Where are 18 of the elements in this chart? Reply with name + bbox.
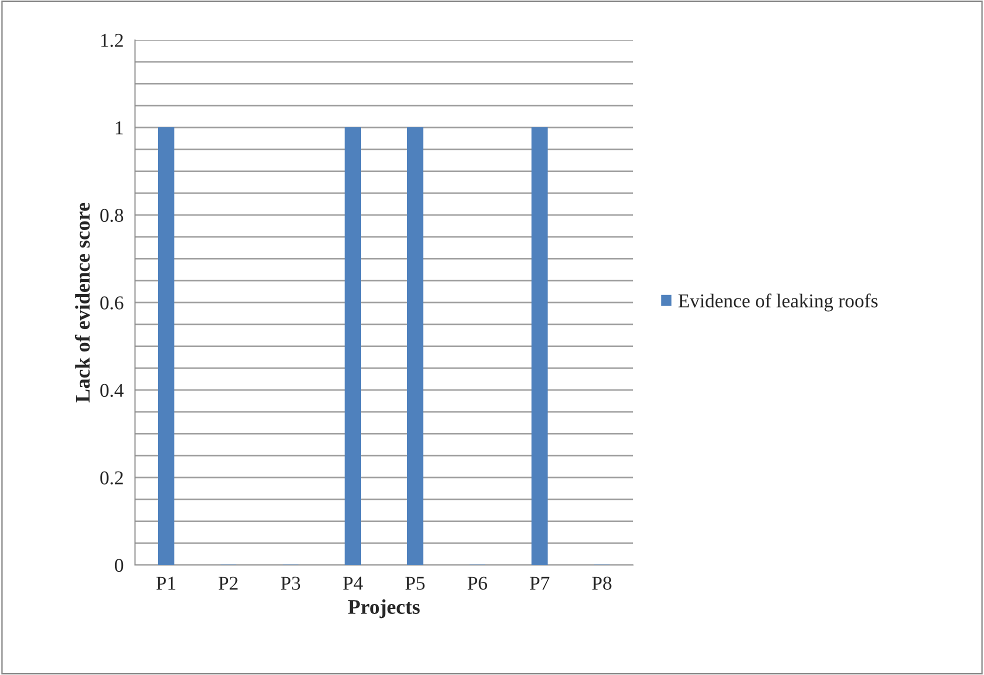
y-tick-label: 0 <box>114 558 124 572</box>
legend-label: Evidence of leaking roofs <box>678 294 878 312</box>
x-tick-label: P6 <box>468 576 488 590</box>
x-tick-label: P7 <box>530 576 550 590</box>
y-tick-label: 0.2 <box>100 471 123 485</box>
x-tick-label: P2 <box>218 576 238 590</box>
x-tick-label: P1 <box>156 576 176 590</box>
x-tick-label: P4 <box>343 576 363 590</box>
y-tick-label: 0.6 <box>100 296 124 310</box>
x-tick-label: P5 <box>405 576 425 590</box>
y-tick-label: 1.2 <box>101 34 123 48</box>
x-tick-label: P3 <box>280 576 300 590</box>
y-tick-label: 0.8 <box>100 208 124 222</box>
x-axis-title: Projects <box>348 599 420 618</box>
x-tick-label: P8 <box>592 576 612 590</box>
y-tick-label: 1 <box>116 121 123 134</box>
y-tick-label: 0.4 <box>100 384 124 398</box>
y-axis-title: Lack of evidence score <box>74 202 90 402</box>
